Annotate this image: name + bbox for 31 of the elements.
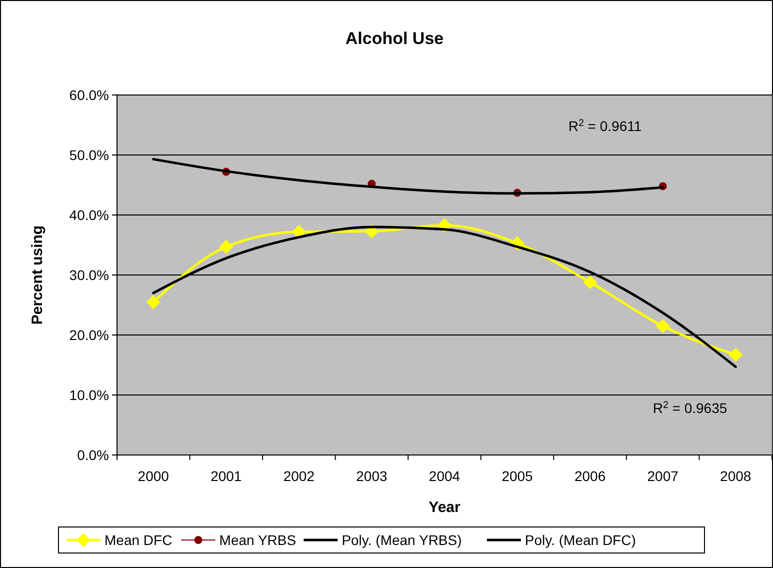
y-axis-title: Percent using [29, 225, 46, 325]
x-tick-label: 2002 [283, 468, 315, 484]
legend-label: Poly. (Mean DFC) [524, 532, 636, 548]
point [292, 224, 306, 239]
point [219, 240, 234, 254]
y-tick-label: 60.0% [69, 87, 109, 103]
x-tick-label: 2005 [502, 468, 534, 484]
chart-title: Alcohol Use [345, 29, 444, 48]
annotation: R$^{2}$ = 0.9611 [568, 118, 642, 134]
y-tick-label: 0.0% [77, 447, 109, 463]
point [728, 348, 743, 362]
legend-label: Mean YRBS [219, 532, 296, 548]
legend-label: Poly. (Mean YRBS) [342, 532, 462, 548]
y-tick-label: 30.0% [69, 267, 109, 283]
point [656, 319, 670, 333]
legend-label: Mean DFC [104, 532, 172, 548]
point [146, 295, 160, 309]
x-tick-label: 2001 [210, 468, 242, 484]
annotation: R$^{2}$ = 0.9635 [652, 400, 728, 416]
x-tick-label: 2003 [356, 468, 388, 484]
x-tick-label: 2000 [138, 468, 170, 484]
x-tick-label: 2008 [720, 468, 752, 484]
x-tick-label: 2007 [647, 468, 679, 484]
x-tick-label: 2004 [428, 468, 460, 484]
y-tick-label: 50.0% [69, 147, 109, 163]
y-tick-label: 20.0% [69, 327, 109, 343]
y-tick-label: 10.0% [69, 387, 109, 403]
point [583, 275, 598, 290]
x-tick-label: 2006 [574, 468, 606, 484]
y-tick-label: 40.0% [69, 207, 109, 223]
x-axis-title: Year [428, 499, 461, 516]
